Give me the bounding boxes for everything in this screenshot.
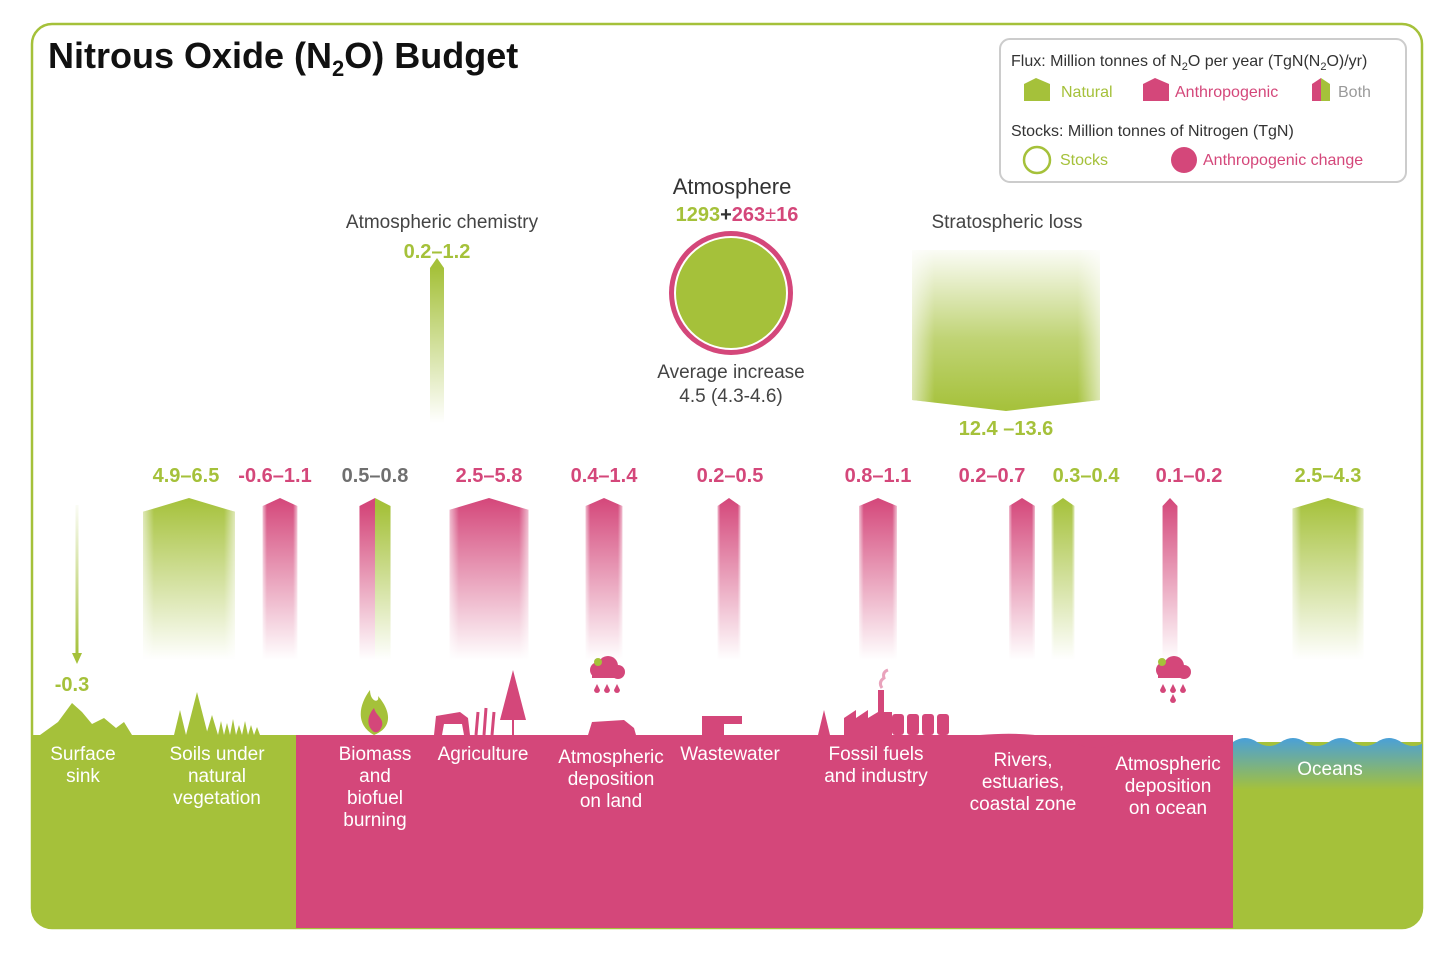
flux-value-biomass: 0.5–0.8 <box>342 465 409 487</box>
flux-value-surface-sink: -0.3 <box>55 674 89 696</box>
flux-arrow-shade-oceans <box>1292 498 1364 660</box>
flux-arrow-surface-sink <box>75 505 79 655</box>
flux-arrows: -0.3 4.9–6.5 -0.6–1.1 0.5–0.8 2.5–5.8 0.4–1.4… <box>55 465 1364 696</box>
flux-arrow-shade-rivers-anthro <box>1009 498 1035 660</box>
legend-stocks: Stocks <box>1060 152 1108 169</box>
legend-flux-title: Flux: Million tonnes of N2O per year (Tg… <box>1011 53 1367 73</box>
flux-arrowhead-biomass-natural <box>375 498 391 506</box>
flux-arrow-shade-rivers-natural <box>1051 498 1075 660</box>
anthro-change-circle-icon <box>1171 147 1197 173</box>
cow-crops-icon <box>434 670 526 736</box>
anthropogenic-swatch-icon <box>1143 78 1169 101</box>
trees-grass-icon <box>174 692 260 735</box>
coast-wave <box>980 733 1233 760</box>
flux-arrowhead-biomass-anthro <box>359 498 375 506</box>
factory-icon <box>818 690 949 735</box>
page-title: Nitrous Oxide (N2O) Budget <box>48 35 518 81</box>
natural-swatch-icon <box>1024 78 1050 101</box>
label-atm-dep-ocean: Atmospheric deposition on ocean <box>1115 754 1221 819</box>
chemistry-value: 0.2–1.2 <box>404 241 471 263</box>
flux-arrow-shade-wastewater <box>717 498 741 660</box>
label-rivers: Rivers, estuaries, coastal zone <box>970 750 1077 815</box>
legend-anthro-change: Anthropogenic change <box>1203 152 1363 169</box>
ground-anthropogenic <box>296 735 1233 928</box>
atmosphere-stock: 1293+263±16 <box>676 204 799 226</box>
flux-value-atm-dep-land: 0.4–1.4 <box>571 465 639 487</box>
legend-stocks-title: Stocks: Million tonnes of Nitrogen (TgN) <box>1011 123 1294 140</box>
legend-both: Both <box>1338 84 1371 101</box>
flux-arrow-shade-atm-dep-land <box>585 498 623 660</box>
flux-arrowhead-surface-sink <box>72 653 82 664</box>
flux-arrow-atm-dep-ocean <box>1162 498 1178 660</box>
flux-arrow-shade-fossil <box>859 498 897 660</box>
strat-value: 12.4 –13.6 <box>959 418 1054 440</box>
ocean-waves <box>1233 738 1422 790</box>
legend-anthropogenic: Anthropogenic <box>1175 84 1278 101</box>
chemistry-arrow-shaft <box>430 268 444 423</box>
strat-arrow-shade <box>912 250 1100 411</box>
pipe-outflow-icon <box>702 716 742 735</box>
avg-increase-value: 4.5 (4.3-4.6) <box>679 386 783 407</box>
sun-icon-land <box>594 658 602 666</box>
flux-arrow-shade-agriculture <box>449 498 529 660</box>
legend: Flux: Million tonnes of N2O per year (Tg… <box>999 38 1407 183</box>
legend-natural: Natural <box>1061 84 1113 101</box>
flux-value-wastewater: 0.2–0.5 <box>697 465 764 487</box>
label-fossil: Fossil fuels and industry <box>824 744 928 787</box>
label-biomass: Biomass and biofuel burning <box>339 744 412 831</box>
flux-value-rivers-anthro: 0.2–0.7 <box>959 465 1026 487</box>
atmosphere-stock-circle <box>676 238 786 348</box>
icons <box>40 656 1191 736</box>
atmosphere-label: Atmosphere <box>673 174 792 199</box>
chemistry-label: Atmospheric chemistry <box>346 212 539 233</box>
flux-value-agriculture: 2.5–5.8 <box>456 465 523 487</box>
flux-value-soils-natural: 4.9–6.5 <box>153 465 220 487</box>
flux-value-soils-anthro: -0.6–1.1 <box>238 465 311 487</box>
label-wastewater: Wastewater <box>680 744 780 765</box>
smoke-icon <box>878 668 889 689</box>
flux-arrow-shade-soils-natural <box>143 498 235 660</box>
label-soils: Soils under natural vegetation <box>169 744 265 809</box>
source-labels: Surface sink Soils under natural vegetation… <box>50 744 1362 831</box>
cloud-rain-icon-land <box>588 656 636 735</box>
flux-value-atm-dep-ocean: 0.1–0.2 <box>1156 465 1223 487</box>
stocks-circle-icon <box>1022 145 1052 175</box>
flux-value-oceans: 2.5–4.3 <box>1295 465 1362 487</box>
strat-label: Stratospheric loss <box>931 212 1082 233</box>
chemistry-arrow-head <box>430 258 444 268</box>
flux-arrow-biomass-anthro <box>359 506 375 660</box>
avg-increase-label: Average increase <box>657 362 805 383</box>
sun-icon-ocean <box>1158 658 1166 666</box>
label-oceans: Oceans <box>1297 759 1362 780</box>
atmosphere-group: Atmosphere 1293+263±16 Average increase … <box>657 174 805 407</box>
mountain-icon <box>40 703 132 735</box>
both-swatch-icon <box>1312 78 1330 101</box>
fire-core-icon <box>368 708 383 733</box>
flux-arrow-shade-soils-anthro <box>262 498 298 660</box>
label-surface-sink: Surface sink <box>50 744 115 787</box>
ground <box>32 733 1422 928</box>
ground-natural-left <box>32 735 296 928</box>
label-agriculture: Agriculture <box>438 744 529 765</box>
strat-group: Stratospheric loss 12.4 –13.6 <box>912 212 1100 440</box>
flux-value-rivers-natural: 0.3–0.4 <box>1053 465 1121 487</box>
label-atm-dep-land: Atmospheric deposition on land <box>558 747 664 812</box>
flux-arrow-biomass-natural <box>375 506 391 660</box>
cloud-rain-icon-ocean <box>1156 656 1191 703</box>
flux-value-fossil: 0.8–1.1 <box>845 465 912 487</box>
chemistry-group: Atmospheric chemistry 0.2–1.2 <box>346 212 539 423</box>
